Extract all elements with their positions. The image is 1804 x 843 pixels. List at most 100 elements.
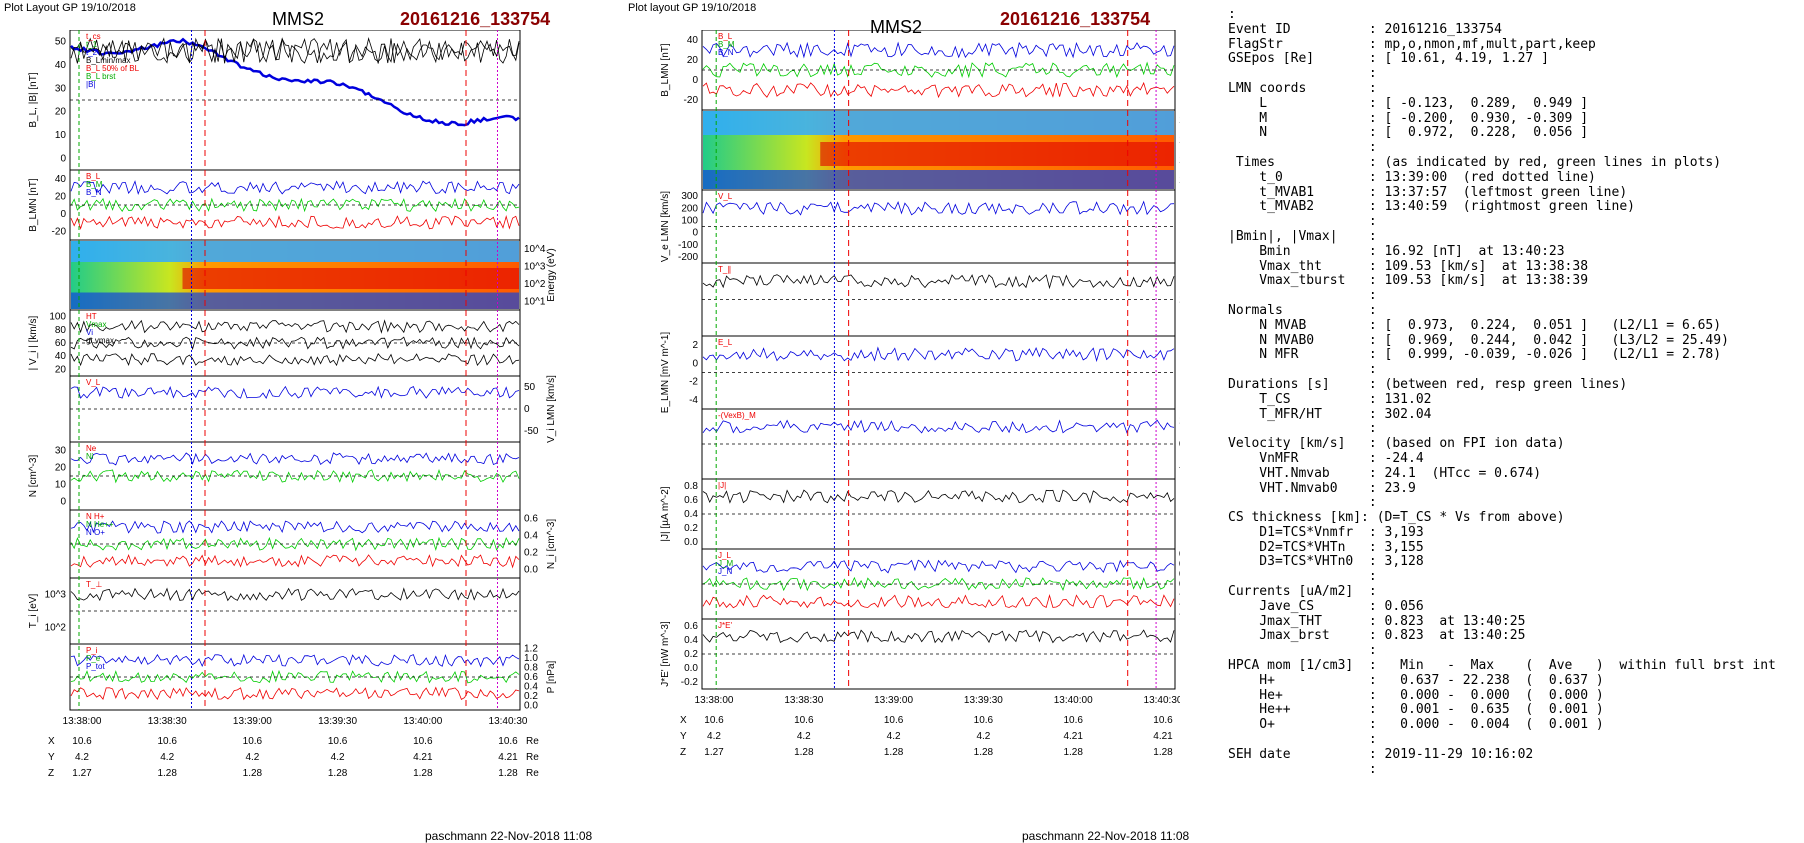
y-axis-label: J*E' [nW m^-3] [660, 621, 671, 687]
y-axis-label: | V_i | [km/s] [28, 315, 39, 370]
y-tick-label: -0.2 [1179, 589, 1180, 600]
info-line: Jmax_THT : 0.823 at 13:40:25 [1228, 613, 1526, 629]
info-line: H+ : 0.637 - 22.238 ( 0.637 ) [1228, 672, 1604, 688]
x-tick-label: 13:39:30 [964, 695, 1003, 706]
ephemeris-value: 10.6 [413, 736, 433, 747]
trace-line [70, 554, 520, 569]
info-line: N MVAB : [ 0.973, 0.224, 0.051 ] (L2/L1 … [1228, 317, 1722, 333]
legend-entry: E_L [718, 338, 733, 347]
info-line: VHT.Nmvab : 24.1 (HTcc = 0.674) [1228, 465, 1542, 481]
y-tick-label: 40 [55, 174, 67, 185]
info-line: : [1228, 66, 1377, 82]
left-spacecraft-title: MMS2 [272, 9, 325, 29]
y-axis-label: N [cm^-3] [28, 455, 39, 498]
spectrogram-core-band [182, 268, 519, 289]
y-tick-label: 50 [524, 382, 536, 393]
info-line: : [1228, 421, 1377, 437]
ephemeris-value: 1.28 [328, 768, 348, 779]
panel-Ni: N H+N He++N O+ 0.0 0.2 0.4 0.6 N_i [cm^-3] [69, 509, 557, 579]
info-line: t_0 : 13:39:00 (red dotted line) [1228, 169, 1596, 185]
trace-line [702, 61, 1175, 79]
ephemeris-unit: Re [526, 736, 539, 747]
panel-P: P_iP_eP_tot 0.00.20.40.60.81.01.2 P [nPa] [69, 643, 557, 711]
ephemeris-label: Y [680, 731, 687, 742]
ephemeris-value: 10.6 [704, 715, 724, 726]
info-line: N : [ 0.972, 0.228, 0.056 ] [1228, 125, 1589, 141]
info-line: Vmax_tht : 109.53 [km/s] at 13:38:38 [1228, 258, 1589, 274]
y-tick-label: 0.6 [524, 672, 538, 683]
y-tick-label: 10^4 [524, 244, 546, 255]
legend-entry: J_L [718, 551, 731, 560]
legend-entry: |J| [718, 481, 726, 490]
info-line: FlagStr : mp,o,nmon,mf,mult,part,keep [1228, 36, 1596, 52]
legend-entry: B_N [86, 188, 102, 197]
y-tick-label: -2 [689, 377, 698, 388]
panel-JE: J*E' -0.2 0.0 0.2 0.4 0.6 J*E' [nW m^-3] [660, 618, 1176, 690]
trace-line [70, 587, 520, 602]
ephemeris-value: 10.6 [884, 715, 904, 726]
y-tick-label: 40 [55, 351, 67, 362]
y-tick-label: 1.2 [524, 644, 538, 655]
info-line: D2=TCS*VHTn : 3,155 [1228, 539, 1424, 555]
legend-entry: -(VexB)_M [718, 411, 756, 420]
info-line: O+ : 0.000 - 0.004 ( 0.001 ) [1228, 717, 1604, 733]
y-tick-label: -100 [678, 240, 698, 251]
trace-line [70, 37, 520, 64]
info-line: VHT.Nmvab0 : 23.9 [1228, 480, 1416, 496]
legend-entry: Ne [86, 444, 97, 453]
panel-BLMN: B_LB_MB_N -20 0 20 40 B_LMN [nT] [660, 30, 1176, 111]
x-tick-label: 13:38:30 [148, 716, 187, 727]
ephemeris-value: 10.6 [157, 736, 177, 747]
info-line: D1=TCS*Vnmfr : 3,193 [1228, 524, 1424, 540]
panel-EM: -(VexB)_M-10010E_M [mV m^-1] [701, 408, 1180, 480]
y-tick-label: 0.8 [524, 663, 538, 674]
y-tick-label: -20 [52, 226, 67, 237]
middle-spacecraft-title: MMS2 [870, 17, 923, 37]
y-tick-label: 20 [687, 55, 699, 66]
y-tick-label: 1.0 [524, 653, 538, 664]
ephemeris-value: 4.2 [160, 752, 174, 763]
ephemeris-value: 10.6 [72, 736, 92, 747]
info-line: LMN coords : [1228, 80, 1377, 96]
legend-entry: HT [86, 312, 97, 321]
y-tick-label: 10^4 [1179, 115, 1180, 126]
legend-entry: J*E' [718, 621, 732, 630]
ephemeris-value: 10.6 [328, 736, 348, 747]
ephemeris-value: 4.2 [797, 731, 811, 742]
legend-entry: J_M [718, 559, 733, 568]
spectrogram-high-band [703, 111, 1174, 135]
y-axis-label: P [nPa] [546, 660, 557, 693]
ephemeris-value: 4.2 [976, 731, 990, 742]
trace-line [702, 81, 1175, 99]
panel-ViLMN: V_L -50 0 50 V_i LMN [km/s] [69, 375, 557, 443]
legend-entry: B_N [718, 48, 734, 57]
ephemeris-label: X [680, 715, 687, 726]
legend-entry: t_1 [86, 40, 98, 49]
legend-entry: V_L [86, 378, 101, 387]
y-tick-label: 0 [692, 75, 698, 86]
y-tick-label: 10^1 [524, 296, 546, 307]
y-tick-label: -0.4 [1179, 599, 1180, 610]
trace-line [70, 669, 520, 684]
ephemeris-value: 1.28 [794, 747, 814, 758]
left-plot-layout-header: Plot Layout GP 19/10/2018 [4, 2, 136, 14]
y-axis-label: |J| [µA m^-2] [660, 486, 671, 541]
trace-line [702, 489, 1175, 504]
trace-line [702, 594, 1175, 609]
spectrogram-high-band [71, 241, 519, 262]
info-line: |Bmin|, |Vmax| : [1228, 228, 1377, 244]
legend-entry: t_cs [86, 32, 101, 41]
legend-entry: N H+ [86, 512, 105, 521]
trace-line [702, 346, 1175, 363]
legend-entry: B_L [718, 32, 733, 41]
trace-line [70, 197, 520, 213]
trace-line [702, 629, 1175, 644]
y-axis-label: N_i [cm^-3] [546, 519, 557, 569]
trace-line [70, 319, 520, 334]
y-tick-label: 0.8 [684, 481, 698, 492]
y-tick-label: -20 [684, 95, 699, 106]
